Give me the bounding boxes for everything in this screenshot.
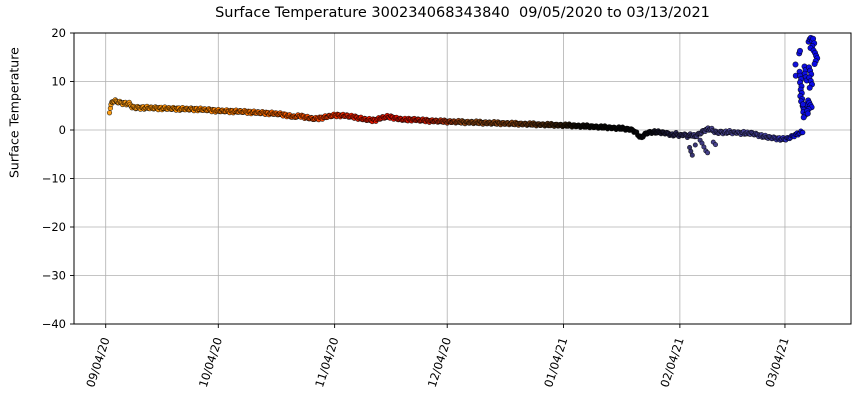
- y-tick-label: −30: [42, 269, 66, 283]
- axis-ticks: [70, 32, 786, 328]
- x-tick-label: 01/04/21: [541, 336, 570, 389]
- x-tick-label: 10/04/20: [196, 336, 225, 389]
- y-tick-label: −20: [42, 220, 66, 234]
- x-tick-label: 11/04/20: [312, 336, 341, 389]
- tick-labels: 20 10 0 −10 −20 −30 −40 09/04/20 10/04/20 11/04/2…: [42, 26, 792, 389]
- chart-title: Surface Temperature 300234068343840 09/0…: [215, 5, 710, 21]
- x-tick-label: 02/04/21: [657, 336, 686, 389]
- gridlines: [74, 32, 851, 325]
- x-tick-label: 09/04/20: [83, 336, 112, 389]
- data-points: [106, 34, 821, 158]
- y-tick-label: −40: [42, 317, 66, 331]
- y-tick-label: 0: [59, 123, 66, 137]
- x-tick-label: 03/04/21: [763, 336, 792, 389]
- y-tick-label: 20: [51, 26, 66, 40]
- y-tick-label: 10: [51, 75, 66, 89]
- x-tick-label: 12/04/20: [425, 336, 454, 389]
- y-tick-label: −10: [42, 172, 66, 186]
